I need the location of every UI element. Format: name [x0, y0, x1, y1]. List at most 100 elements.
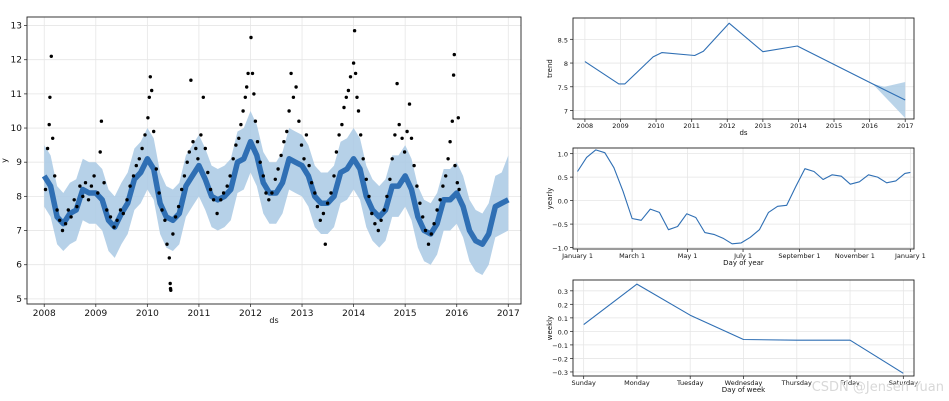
y-tick-label: 9 [16, 158, 22, 168]
data-point [234, 143, 238, 147]
x-tick-label: March 1 [619, 252, 645, 260]
data-point [55, 208, 59, 212]
data-point [393, 133, 397, 137]
data-point [49, 54, 53, 58]
data-point [441, 184, 445, 188]
y-axis-label: trend [546, 59, 554, 78]
y-tick-label: 11 [11, 90, 22, 100]
data-point [182, 174, 187, 178]
y-tick-label: 7 [16, 227, 22, 237]
x-tick-label: 2013 [291, 309, 314, 319]
y-tick-label: 0.2 [558, 301, 568, 309]
data-point [429, 232, 433, 236]
x-tick-label: 2011 [187, 309, 210, 319]
x-tick-label: Sunday [571, 379, 595, 387]
data-point [239, 122, 243, 127]
data-point [318, 218, 322, 222]
data-point [189, 78, 193, 82]
plot-frame [572, 279, 915, 377]
data-point [385, 194, 389, 199]
data-point [315, 204, 320, 209]
y-tick-label: 0.3 [558, 288, 568, 296]
y-axis-label: y [0, 158, 9, 163]
data-point [282, 140, 286, 144]
y-tick-label: 12 [11, 56, 22, 66]
data-point [276, 167, 280, 171]
data-point [388, 177, 392, 181]
y-tick-label: 8 [564, 60, 568, 68]
data-point [376, 228, 380, 233]
data-point [291, 95, 296, 100]
y-tick-label: 7.5 [558, 84, 568, 92]
data-point [455, 181, 459, 185]
y-tick-label: 5 [16, 295, 22, 305]
data-point [92, 174, 96, 178]
x-tick-label: 2016 [445, 309, 468, 319]
x-tick-label: 2014 [342, 309, 365, 319]
data-point [264, 191, 268, 195]
plot-frame [26, 16, 522, 305]
data-point [253, 119, 258, 123]
y-tick-label: 7 [564, 107, 568, 115]
data-point [53, 174, 57, 178]
data-point [137, 157, 141, 161]
data-point [185, 160, 189, 164]
data-point [157, 191, 161, 195]
data-point [337, 133, 341, 137]
x-tick-label: 2013 [755, 122, 772, 130]
data-point [203, 146, 207, 151]
data-point [325, 201, 330, 205]
data-point [361, 157, 365, 161]
data-point [102, 181, 106, 185]
y-axis-label: yearly [546, 188, 554, 210]
x-axis-label: Day of week [722, 386, 766, 394]
data-point [160, 208, 164, 212]
data-point [379, 218, 383, 222]
data-point [69, 215, 73, 219]
data-point [348, 75, 353, 79]
data-point [352, 29, 357, 33]
data-point [173, 215, 178, 219]
data-point [147, 95, 151, 100]
data-point [99, 119, 104, 123]
data-point [448, 140, 452, 144]
data-point [397, 122, 401, 127]
data-point [346, 88, 351, 93]
data-point [225, 184, 229, 188]
data-point [118, 208, 123, 212]
data-point [58, 218, 62, 222]
data-point [219, 198, 223, 202]
data-point [405, 129, 409, 134]
data-point [364, 177, 368, 181]
x-tick-label: 2014 [790, 122, 807, 130]
data-point [131, 174, 136, 178]
data-point [105, 208, 109, 212]
data-point [407, 102, 412, 106]
data-point [121, 211, 126, 216]
y-axis-label: weekly [546, 316, 554, 340]
data-point [285, 129, 289, 134]
data-point [332, 174, 336, 178]
x-tick-label: Friday [840, 379, 860, 387]
data-point [323, 242, 327, 246]
x-tick-label: Saturday [889, 379, 918, 387]
data-point [432, 222, 436, 226]
x-tick-label: 2015 [394, 309, 417, 319]
y-tick-label: 0.0 [558, 198, 568, 206]
data-point [83, 181, 88, 185]
data-point [299, 143, 304, 147]
data-point [435, 208, 439, 212]
data-point [150, 88, 154, 93]
data-point [48, 95, 52, 100]
x-axis-label: Day of year [723, 259, 764, 267]
data-point [334, 150, 339, 154]
trend-uncertainty-band [872, 82, 906, 119]
data-point [201, 95, 205, 100]
data-point [134, 163, 138, 168]
x-tick-label: 2017 [897, 122, 914, 130]
data-point [400, 136, 404, 140]
y-tick-label: 8 [16, 192, 22, 202]
data-point [163, 218, 167, 222]
data-point [43, 187, 48, 192]
x-tick-label: 2011 [683, 122, 700, 130]
